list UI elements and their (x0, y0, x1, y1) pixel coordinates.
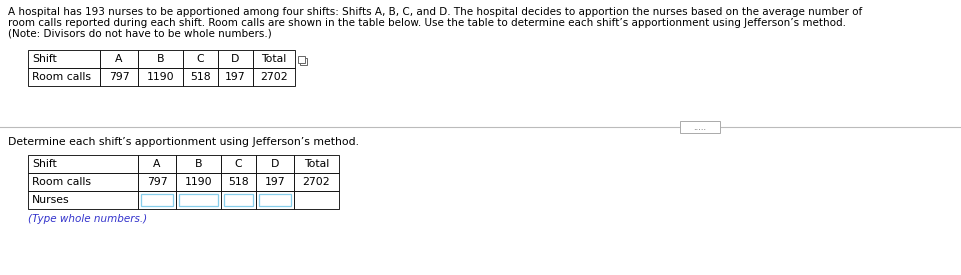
Bar (224, 194, 253, 206)
Bar (221, 173, 256, 191)
Bar (221, 155, 256, 173)
Text: Nurses: Nurses (32, 195, 69, 205)
Text: C: C (196, 54, 204, 64)
Text: 1190: 1190 (185, 177, 212, 187)
Bar (183, 68, 218, 86)
Text: Shift: Shift (32, 54, 57, 64)
Bar (218, 68, 253, 86)
Bar (28, 50, 100, 68)
Text: Total: Total (261, 54, 286, 64)
Bar (294, 155, 338, 173)
Text: Total: Total (304, 159, 329, 169)
Bar (294, 173, 338, 191)
Bar (176, 173, 221, 191)
Bar (137, 173, 176, 191)
Text: Shift: Shift (32, 159, 57, 169)
Bar (679, 121, 719, 133)
Text: 2702: 2702 (303, 177, 330, 187)
Text: 2702: 2702 (259, 72, 287, 82)
Text: D: D (231, 54, 239, 64)
Text: 197: 197 (264, 177, 285, 187)
Text: 797: 797 (109, 72, 129, 82)
Bar (176, 155, 221, 173)
Bar (100, 50, 137, 68)
Text: 797: 797 (146, 177, 167, 187)
Bar (259, 194, 290, 206)
Text: Room calls: Room calls (32, 177, 91, 187)
Bar (141, 194, 173, 206)
Text: .....: ..... (693, 122, 705, 131)
Bar (300, 58, 307, 65)
Bar (179, 194, 218, 206)
Text: 518: 518 (228, 177, 249, 187)
Text: C: C (234, 159, 242, 169)
Text: Room calls: Room calls (32, 72, 91, 82)
Bar (253, 68, 295, 86)
Bar (298, 56, 305, 63)
Bar (256, 155, 294, 173)
Text: Determine each shift’s apportionment using Jefferson’s method.: Determine each shift’s apportionment usi… (8, 137, 358, 147)
Text: (Note: Divisors do not have to be whole numbers.): (Note: Divisors do not have to be whole … (8, 29, 271, 39)
Text: D: D (271, 159, 279, 169)
Text: A: A (153, 159, 160, 169)
Bar (256, 173, 294, 191)
Text: A: A (115, 54, 123, 64)
Bar (28, 191, 137, 209)
Text: room calls reported during each shift. Room calls are shown in the table below. : room calls reported during each shift. R… (8, 18, 845, 28)
Text: B: B (157, 54, 164, 64)
Bar (28, 68, 100, 86)
Bar (137, 191, 176, 209)
Bar (253, 50, 295, 68)
Bar (28, 155, 137, 173)
Text: B: B (194, 159, 202, 169)
Bar (176, 191, 221, 209)
Text: 518: 518 (190, 72, 210, 82)
Bar (221, 191, 256, 209)
Bar (137, 155, 176, 173)
Bar (183, 50, 218, 68)
Bar (294, 191, 338, 209)
Bar (137, 50, 183, 68)
Bar (100, 68, 137, 86)
Bar (218, 50, 253, 68)
Text: A hospital has 193 nurses to be apportioned among four shifts: Shifts A, B, C, a: A hospital has 193 nurses to be apportio… (8, 7, 861, 17)
Bar (28, 173, 137, 191)
Text: 197: 197 (225, 72, 246, 82)
Text: (Type whole numbers.): (Type whole numbers.) (28, 214, 147, 224)
Text: 1190: 1190 (146, 72, 174, 82)
Bar (137, 68, 183, 86)
Bar (256, 191, 294, 209)
